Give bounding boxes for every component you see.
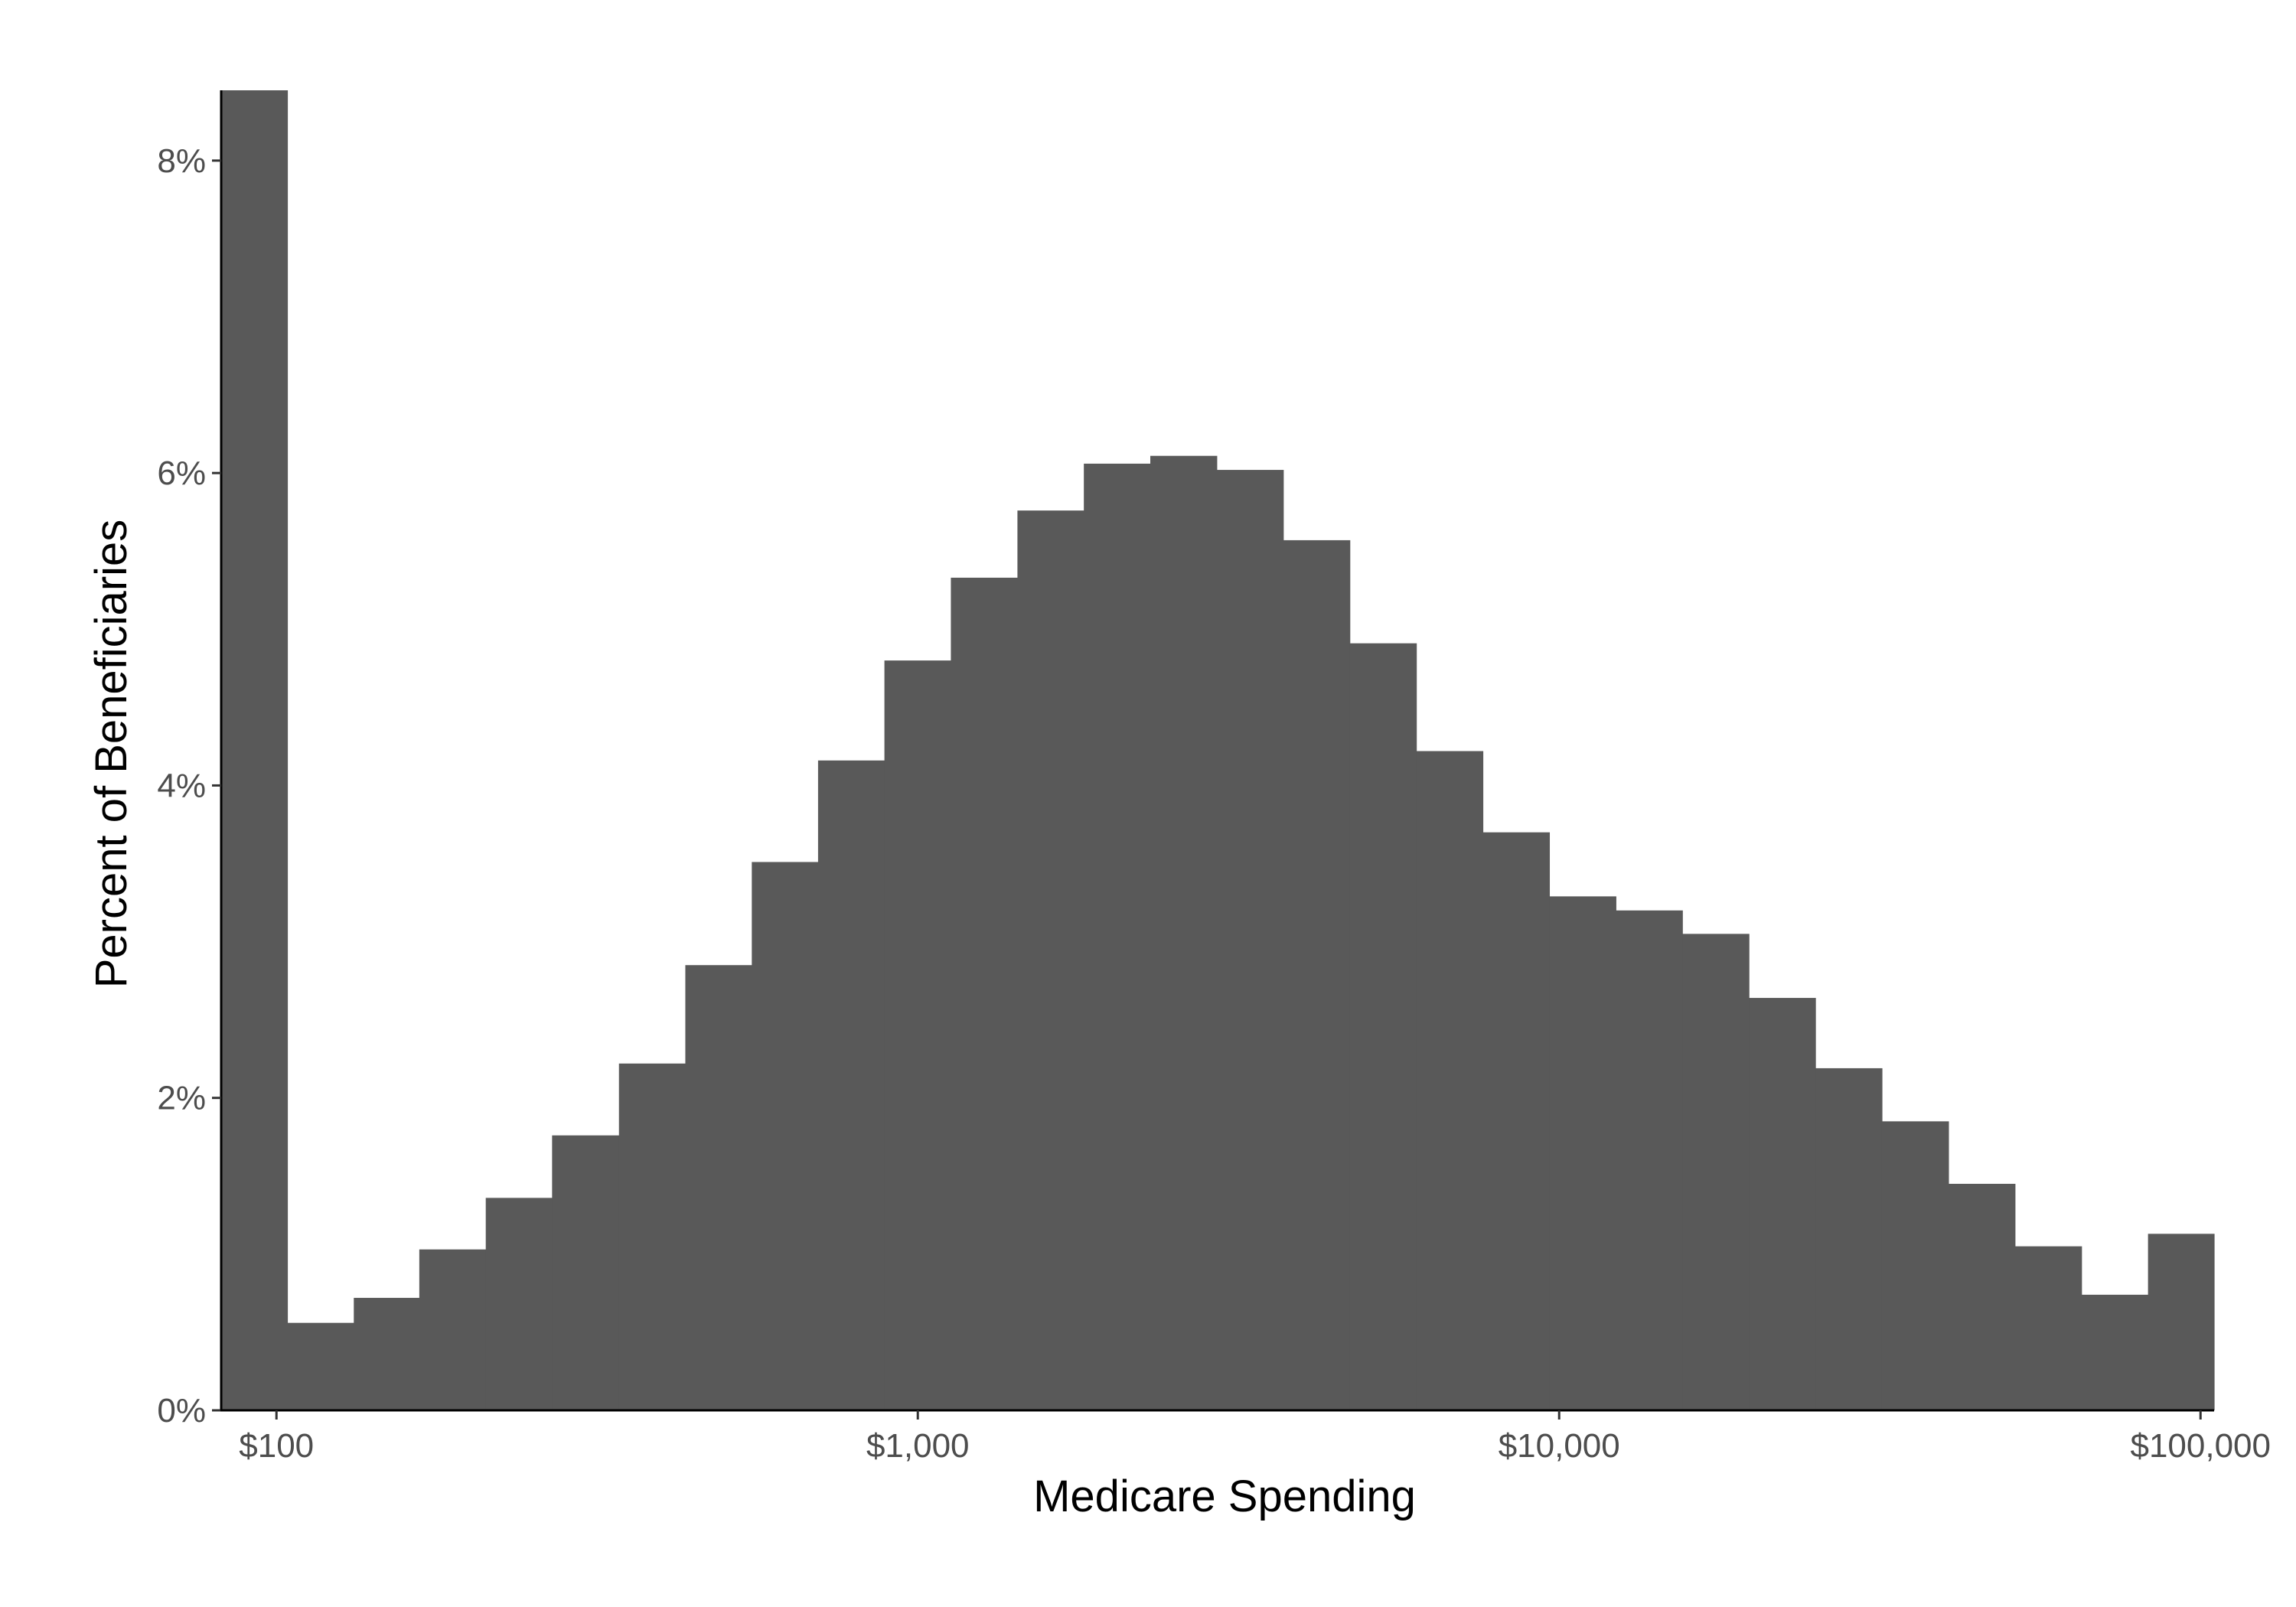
histogram-bar xyxy=(221,90,289,1410)
histogram-bar xyxy=(1682,934,1750,1410)
histogram-bar xyxy=(287,1322,354,1410)
histogram-bar xyxy=(354,1298,420,1410)
y-axis: 0% 2% 4% 6% 8% xyxy=(157,90,223,1429)
histogram-bar xyxy=(1948,1183,2016,1410)
histogram-bar xyxy=(1416,751,1484,1410)
y-tick-label: 4% xyxy=(157,767,206,804)
histogram-bar xyxy=(2014,1246,2082,1410)
histogram-bar xyxy=(1150,455,1218,1411)
y-axis-title: Percent of Beneficiaries xyxy=(86,520,136,989)
histogram-bar xyxy=(752,862,819,1410)
histogram-bar xyxy=(618,1063,687,1410)
x-axis-title: Medicare Spending xyxy=(1033,1472,1416,1521)
histogram-bar xyxy=(419,1249,487,1410)
y-tick-label: 0% xyxy=(157,1392,206,1429)
histogram-bar xyxy=(1815,1068,1883,1410)
histogram-bar xyxy=(552,1135,620,1410)
histogram-bar xyxy=(2148,1234,2215,1410)
histogram-bars xyxy=(221,90,2215,1411)
histogram-bar xyxy=(1881,1121,1949,1410)
histogram-bar xyxy=(1084,463,1151,1410)
y-tick-label: 2% xyxy=(157,1080,206,1117)
histogram-bar xyxy=(1283,539,1351,1411)
histogram-bar xyxy=(1549,896,1616,1410)
histogram-bar xyxy=(1749,998,1816,1410)
histogram-bar xyxy=(1482,832,1551,1410)
x-tick-label: $100 xyxy=(239,1427,314,1465)
histogram-bar xyxy=(951,577,1018,1411)
y-tick-label: 6% xyxy=(157,455,206,492)
histogram-bar xyxy=(1349,643,1417,1410)
histogram-bar xyxy=(685,965,752,1410)
histogram-bar xyxy=(1616,910,1683,1410)
histogram-bar xyxy=(884,660,952,1410)
y-tick-label: 8% xyxy=(157,142,206,180)
x-tick-label: $100,000 xyxy=(2130,1427,2271,1465)
histogram-bar xyxy=(817,760,885,1410)
histogram-bar xyxy=(1216,470,1284,1410)
x-tick-label: $1,000 xyxy=(866,1427,970,1465)
x-axis: $100 $1,000 $10,000 $100,000 xyxy=(220,1409,2271,1465)
x-tick-label: $10,000 xyxy=(1499,1427,1620,1465)
histogram-bar xyxy=(2081,1294,2149,1410)
histogram-bar xyxy=(485,1198,553,1410)
histogram-bar xyxy=(1017,510,1084,1410)
